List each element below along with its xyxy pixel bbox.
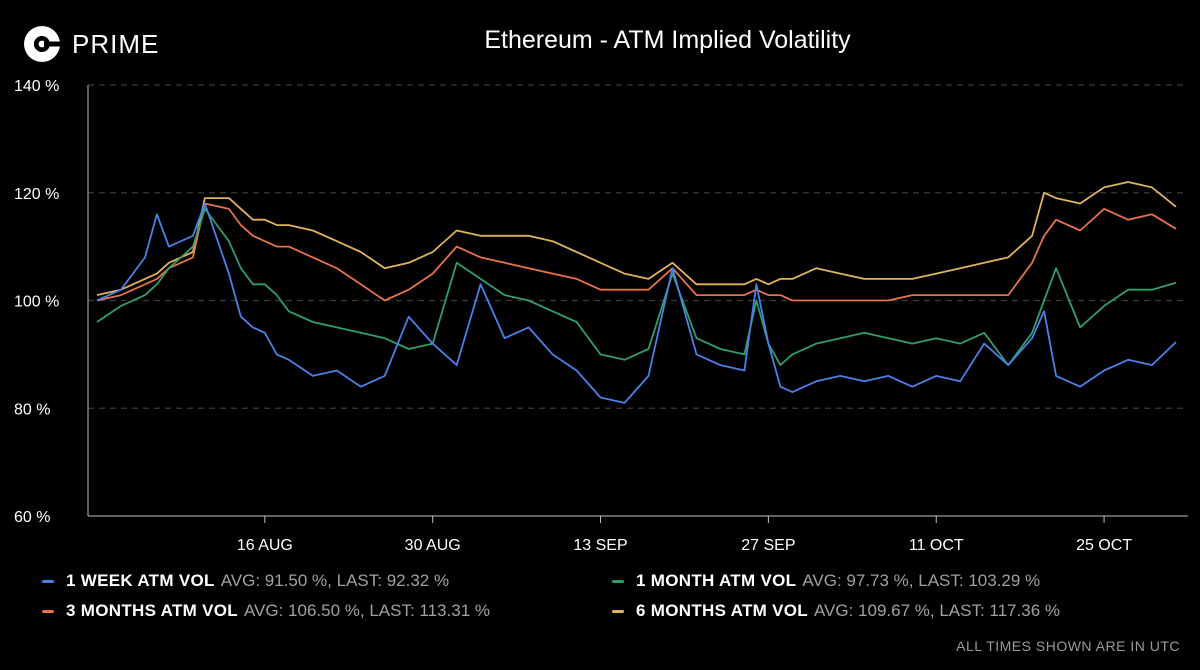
x-tick-label: 27 SEP xyxy=(741,537,795,554)
timezone-note: ALL TIMES SHOWN ARE IN UTC xyxy=(956,638,1180,654)
x-axis-ticks: 16 AUG 30 AUG 13 SEP 27 SEP 11 OCT 25 OCT xyxy=(237,516,1132,554)
x-tick-label: 25 OCT xyxy=(1076,537,1132,554)
x-tick-label: 16 AUG xyxy=(237,537,293,554)
axes xyxy=(87,85,1188,517)
chart-title: Ethereum - ATM Implied Volatility xyxy=(484,26,851,54)
legend-item-6months[interactable]: 6 MONTHS ATM VOL AVG: 109.67 %, LAST: 11… xyxy=(612,601,1060,621)
x-tick-label: 11 OCT xyxy=(909,537,964,554)
y-tick-label: 60 % xyxy=(14,509,50,526)
x-tick-label: 13 SEP xyxy=(573,537,627,554)
coinbase-c-icon xyxy=(24,26,62,62)
series-line-1-month-atm-vol xyxy=(96,207,1177,367)
legend-item-3months[interactable]: 3 MONTHS ATM VOL AVG: 106.50 %, LAST: 11… xyxy=(42,601,490,621)
y-tick-label: 80 % xyxy=(14,401,50,418)
legend-swatch xyxy=(42,579,54,583)
series-line-1-week-atm-vol xyxy=(96,202,1177,404)
legend-item-1month[interactable]: 1 MONTH ATM VOL AVG: 97.73 %, LAST: 103.… xyxy=(612,571,1040,591)
y-tick-label: 140 % xyxy=(14,78,59,95)
legend-swatch xyxy=(42,609,54,613)
series-line-3-months-atm-vol xyxy=(96,202,1177,302)
y-axis-ticks: 60 % 80 % 100 % 120 % 140 % xyxy=(14,78,59,526)
legend-swatch xyxy=(612,579,624,583)
series-line-6-months-atm-vol xyxy=(96,181,1177,296)
brand-logo: PRIME xyxy=(22,24,159,64)
y-tick-label: 100 % xyxy=(14,294,59,311)
grid-lines xyxy=(88,84,1188,409)
brand-name: PRIME xyxy=(72,28,160,59)
legend-swatch xyxy=(612,609,624,613)
y-tick-label: 120 % xyxy=(14,186,59,203)
legend-item-1week[interactable]: 1 WEEK ATM VOL AVG: 91.50 %, LAST: 92.32… xyxy=(42,571,449,591)
x-tick-label: 30 AUG xyxy=(405,537,461,554)
series-lines xyxy=(96,181,1177,404)
